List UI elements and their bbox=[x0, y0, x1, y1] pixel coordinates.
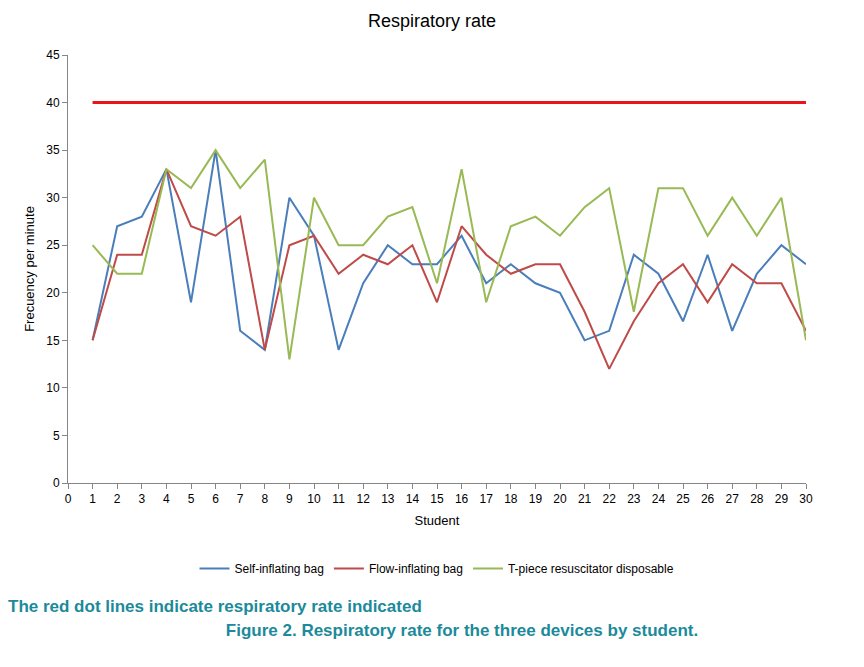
svg-text:2: 2 bbox=[114, 492, 121, 506]
svg-text:8: 8 bbox=[261, 492, 268, 506]
html-text:The red dot lines indicate res: The red dot lines indicate respiratory r… bbox=[8, 597, 422, 616]
svg-text:6: 6 bbox=[212, 492, 219, 506]
svg-text:Frecuency per minute: Frecuency per minute bbox=[22, 206, 37, 332]
svg-text:15: 15 bbox=[46, 334, 60, 348]
svg-text:25: 25 bbox=[676, 492, 690, 506]
svg-text:17: 17 bbox=[480, 492, 494, 506]
svg-text:1: 1 bbox=[89, 492, 96, 506]
svg-text:15: 15 bbox=[430, 492, 444, 506]
svg-text:0: 0 bbox=[53, 476, 60, 490]
svg-text:3: 3 bbox=[138, 492, 145, 506]
svg-text:Flow-inflating bag: Flow-inflating bag bbox=[369, 562, 463, 576]
svg-text:13: 13 bbox=[381, 492, 395, 506]
svg-text:10: 10 bbox=[307, 492, 321, 506]
svg-text:0: 0 bbox=[65, 492, 72, 506]
svg-text:27: 27 bbox=[726, 492, 740, 506]
svg-text:Respiratory rate: Respiratory rate bbox=[368, 11, 496, 31]
svg-text:16: 16 bbox=[455, 492, 469, 506]
svg-text:30: 30 bbox=[46, 191, 60, 205]
svg-text:4: 4 bbox=[163, 492, 170, 506]
svg-text:19: 19 bbox=[529, 492, 543, 506]
svg-text:45: 45 bbox=[46, 48, 60, 62]
svg-text:Self-inflating bag: Self-inflating bag bbox=[235, 562, 324, 576]
svg-text:21: 21 bbox=[578, 492, 592, 506]
svg-text:24: 24 bbox=[652, 492, 666, 506]
svg-text:12: 12 bbox=[357, 492, 371, 506]
svg-text:28: 28 bbox=[750, 492, 764, 506]
svg-text:5: 5 bbox=[188, 492, 195, 506]
svg-text:Student: Student bbox=[415, 513, 460, 528]
svg-text:7: 7 bbox=[237, 492, 244, 506]
svg-text:14: 14 bbox=[406, 492, 420, 506]
svg-text:5: 5 bbox=[53, 429, 60, 443]
svg-text:20: 20 bbox=[46, 286, 60, 300]
svg-text:30: 30 bbox=[799, 492, 813, 506]
svg-text:20: 20 bbox=[553, 492, 567, 506]
svg-text:11: 11 bbox=[332, 492, 345, 506]
svg-text:18: 18 bbox=[504, 492, 518, 506]
html-text:Figure 2. Respiratory rate for: Figure 2. Respiratory rate for the three… bbox=[225, 621, 699, 640]
svg-text:9: 9 bbox=[286, 492, 293, 506]
svg-text:40: 40 bbox=[46, 96, 60, 110]
svg-text:10: 10 bbox=[46, 381, 60, 395]
svg-text:35: 35 bbox=[46, 143, 60, 157]
svg-text:T-piece resuscitator disposabl: T-piece resuscitator disposable bbox=[508, 562, 674, 576]
svg-text:26: 26 bbox=[701, 492, 715, 506]
svg-text:22: 22 bbox=[603, 492, 617, 506]
svg-text:29: 29 bbox=[775, 492, 789, 506]
svg-text:23: 23 bbox=[627, 492, 641, 506]
svg-text:25: 25 bbox=[46, 238, 60, 252]
